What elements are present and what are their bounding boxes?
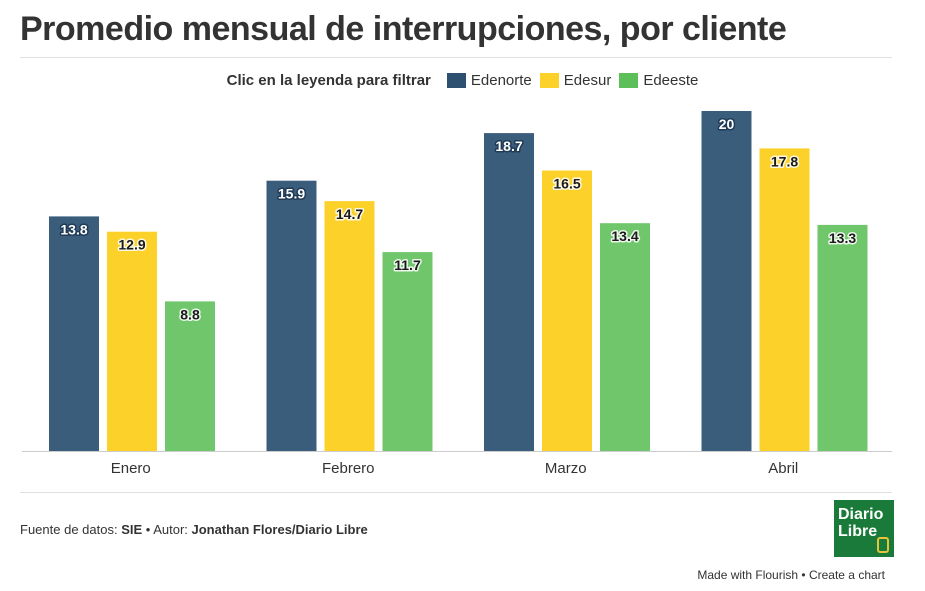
data-label-edesur-febrero: 14.7 xyxy=(336,206,363,222)
logo-line-2: Libre xyxy=(838,523,878,540)
bar-edenorte-enero[interactable] xyxy=(49,216,99,451)
made-with-flourish-link[interactable]: Made with Flourish xyxy=(697,568,799,582)
chart-title: Promedio mensual de interrupciones, por … xyxy=(20,10,787,48)
bar-edesur-marzo[interactable] xyxy=(542,170,592,452)
bar-chart: 13.8 12.9 8.8 Enero 15.9 14.7 11.7 Febrero 18.7 1… xyxy=(22,111,892,477)
bar-edenorte-abril[interactable] xyxy=(701,111,752,451)
author-label: • Autor: xyxy=(142,522,192,537)
legend-swatch-edesur xyxy=(539,73,559,88)
legend-swatch-edenorte xyxy=(446,73,466,88)
data-label-edeeste-enero: 8.8 xyxy=(180,306,200,322)
create-chart-link[interactable]: Create a chart xyxy=(808,568,885,582)
x-tick-label-enero: Enero xyxy=(111,460,151,477)
data-label-edeeste-abril: 13.3 xyxy=(829,230,856,246)
bar-edenorte-febrero[interactable] xyxy=(266,180,317,451)
legend-label-edesur: Edesur xyxy=(563,72,612,89)
diario-libre-logo[interactable]: Diario Libre xyxy=(834,500,894,557)
source-value: SIE xyxy=(121,522,143,537)
data-label-edeeste-febrero: 11.7 xyxy=(394,257,421,273)
legend-label-edeeste: Edeeste xyxy=(643,72,699,89)
credit-separator: • xyxy=(798,568,809,582)
data-label-edesur-marzo: 16.5 xyxy=(553,176,580,192)
title-divider xyxy=(20,57,892,58)
logo-mark-icon xyxy=(877,537,889,553)
logo-line-1: Diario xyxy=(838,506,884,523)
bar-edesur-febrero[interactable] xyxy=(324,201,375,451)
author-value: Jonathan Flores/Diario Libre xyxy=(191,522,368,537)
source-label: Fuente de datos: xyxy=(20,522,122,537)
legend-prompt: Clic en la leyenda para filtrar xyxy=(226,72,431,89)
source-credit: Fuente de datos: SIE • Autor: Jonathan F… xyxy=(20,522,368,537)
legend: Clic en la leyenda para filtrar Edenorte… xyxy=(0,72,925,89)
x-tick-label-marzo: Marzo xyxy=(545,460,587,477)
data-label-edenorte-enero: 13.8 xyxy=(60,221,87,237)
bar-edenorte-marzo[interactable] xyxy=(484,133,534,451)
bar-edesur-enero[interactable] xyxy=(107,231,157,451)
bar-edesur-abril[interactable] xyxy=(759,148,810,451)
bar-edeeste-febrero[interactable] xyxy=(382,252,433,451)
data-label-edenorte-marzo: 18.7 xyxy=(495,138,522,154)
bar-edeeste-marzo[interactable] xyxy=(600,223,650,451)
legend-label-edenorte: Edenorte xyxy=(470,72,532,89)
data-label-edesur-enero: 12.9 xyxy=(118,237,145,253)
data-label-edeeste-marzo: 13.4 xyxy=(611,228,638,244)
legend-item-edenorte[interactable]: Edenorte xyxy=(446,72,532,89)
x-tick-label-abril: Abril xyxy=(768,460,798,477)
data-label-edenorte-abril: 20 xyxy=(719,116,735,132)
legend-item-edesur[interactable]: Edesur xyxy=(539,72,612,89)
flourish-credit: Made with Flourish • Create a chart xyxy=(697,568,885,582)
x-tick-label-febrero: Febrero xyxy=(322,460,375,477)
legend-swatch-edeeste xyxy=(619,73,639,88)
bar-edeeste-abril[interactable] xyxy=(817,224,868,451)
data-label-edesur-abril: 17.8 xyxy=(771,153,798,169)
bar-edeeste-enero[interactable] xyxy=(165,301,215,451)
data-label-edenorte-febrero: 15.9 xyxy=(278,186,305,202)
footer-divider xyxy=(20,492,892,493)
legend-item-edeeste[interactable]: Edeeste xyxy=(619,72,698,89)
